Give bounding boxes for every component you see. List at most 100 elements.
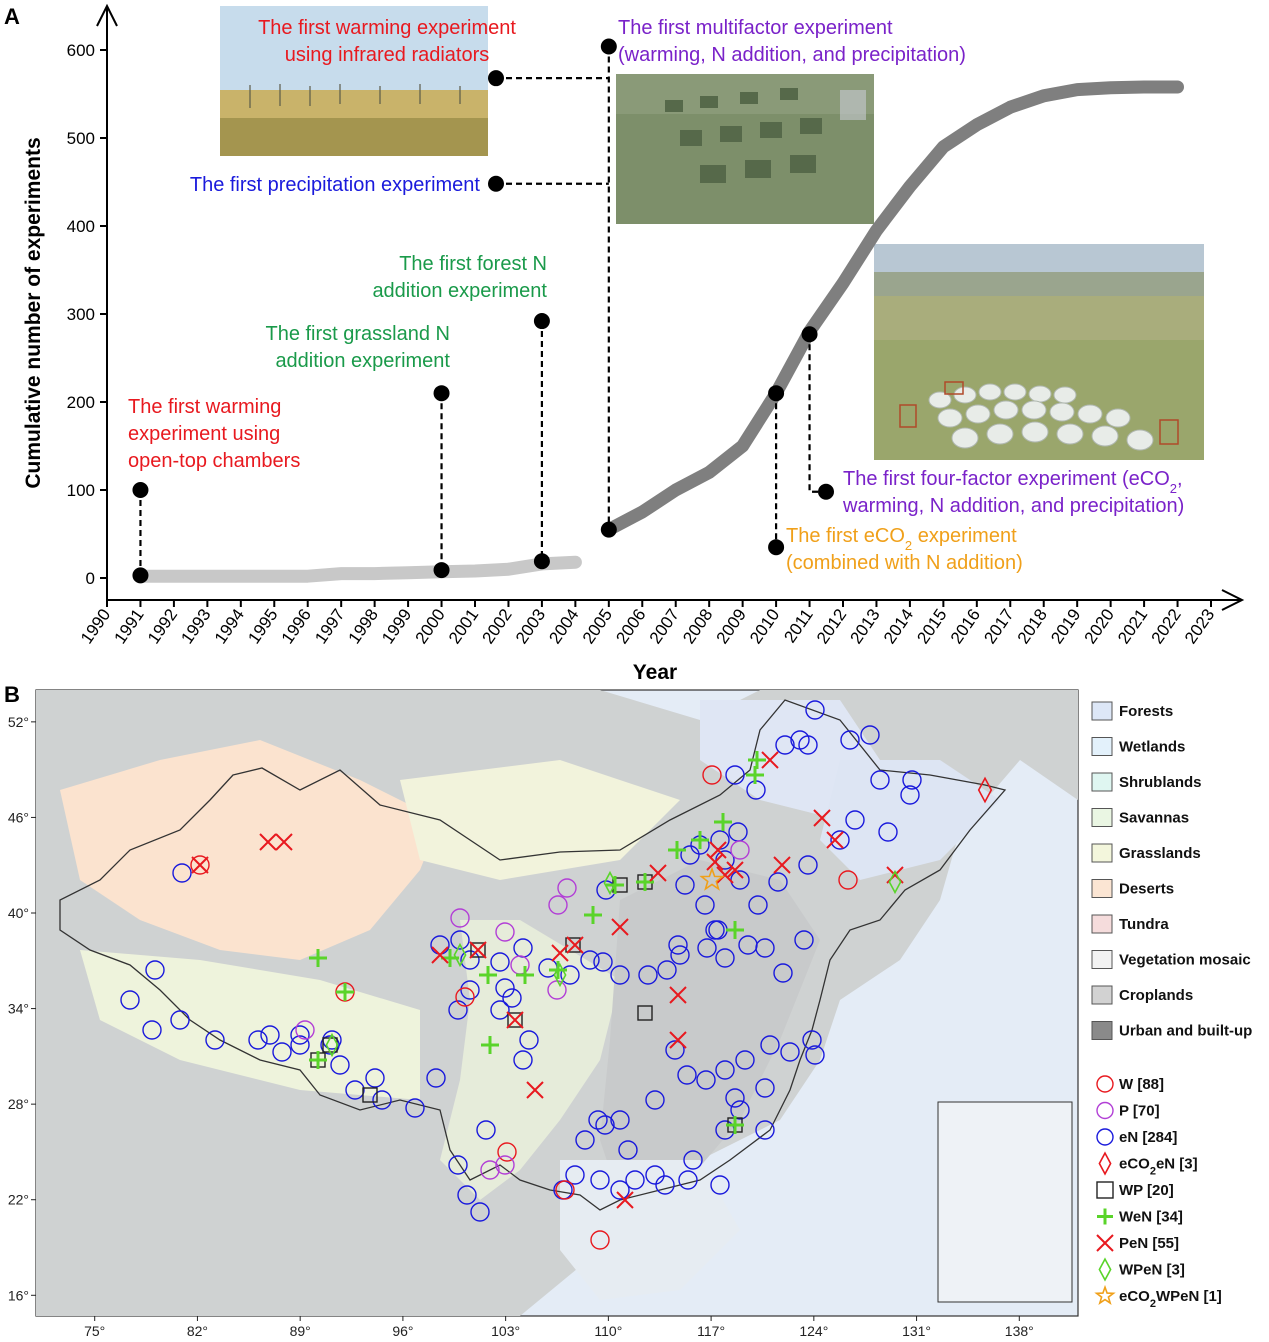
landcover-swatch [1091,808,1113,827]
experiment-legend-symbol [1096,1101,1114,1120]
panel-a-curves [134,80,1184,583]
site-en [870,770,890,790]
cumulative-series-line-2 [602,80,1184,537]
site-pen [813,809,831,827]
site-eco2wpen [699,866,725,891]
landcover-swatch [1091,772,1113,792]
site-en [645,1165,665,1185]
site-wp [362,1087,378,1103]
x-tick-label: 2019 [1047,605,1084,647]
infrared-label-line: The first warming experiment [258,17,516,39]
site-p [495,922,515,942]
multifactor-label-line: (warming, N addition, and precipitation) [618,44,966,66]
site-en [470,1202,490,1222]
x-tick-label: 2012 [813,605,850,647]
landcover-swatch [1091,701,1113,721]
site-en [457,1185,477,1205]
site-en [900,785,920,805]
site-en [625,1170,645,1190]
x-tick-label: 2011 [780,605,817,646]
cumulative-series-line-1 [134,555,582,583]
landcover-swatch [1091,879,1113,898]
y-tick-label: 200 [67,393,95,412]
china-outline [59,699,1007,1211]
x-tick-label: 1995 [244,605,281,647]
experiment-legend-label: WeN [34] [1119,1209,1183,1226]
lat-tick-label: 28° [8,1096,29,1112]
site-en [320,1035,340,1055]
experiment-legend-symbol [1096,1181,1114,1199]
site-p [450,908,470,928]
site-en [802,1030,822,1050]
site-en [696,1070,716,1090]
landcover-legend: Forests Wetlands Shrublands Savannas Grassla… [1091,701,1252,1040]
site-pen [566,936,584,954]
experiment-legend-label: PeN [55] [1119,1235,1179,1252]
landcover-label: Tundra [1119,916,1169,933]
x-tick-label: 1999 [378,605,415,647]
experiment-type-legend: W [88] P [70] eN [284] eCO2eN [3] WP [20] WeN… [1094,1075,1222,1310]
x-tick-label: 2002 [478,605,515,647]
site-en [675,875,695,895]
site-w [590,1230,610,1250]
experiment-legend-symbol [1096,1234,1114,1252]
panel-a-annotations: The first warming experiment using open-to… [128,17,1184,584]
site-en [683,1150,703,1170]
site-pen [191,856,209,874]
site-en [272,1042,292,1062]
forest-n-label-line: addition experiment [372,280,547,302]
site-en [519,1030,539,1050]
four-factor-label: The first four-factor experiment (eCO2,w… [842,468,1184,517]
site-en [502,988,522,1008]
site-pen [669,986,687,1004]
site-en [490,952,510,972]
landcover-label: Deserts [1119,881,1174,898]
lon-tick-label: 103° [491,1323,520,1339]
x-tick-label: 2007 [646,605,683,647]
site-en [680,845,700,865]
site-en [590,1170,610,1190]
site-wp [637,1005,653,1021]
y-tick-label: 300 [67,305,95,324]
site-en [768,872,788,892]
site-en [902,770,922,790]
x-tick-label: 1994 [211,605,248,647]
eco2-point [768,539,785,556]
otc-label-line: open-top chambers [128,450,300,472]
site-pen [469,941,487,959]
four-factor-connector [808,334,826,493]
landcover-swatch [1091,843,1113,863]
lon-tick-label: 124° [799,1323,828,1339]
otc-label-line: The first warming [128,396,281,418]
x-tick-label: 2018 [1014,605,1051,647]
site-p [480,1160,500,1180]
x-tick-label: 2006 [612,605,649,647]
site-en [476,1120,496,1140]
infrared-point [488,70,504,87]
map-ticks: 75° 82° 89° 96° 103° 110° 117° 124° 131° 138° 52° 4… [8,714,1034,1339]
grassland-n-base-point [433,562,450,579]
site-en [142,1020,162,1040]
site-en [755,1120,775,1140]
site-en [610,965,630,985]
precipitation-point [488,175,504,192]
site-en [697,938,717,958]
landcover-swatch [1091,914,1113,934]
site-wpen [453,942,467,968]
x-tick-label: 2016 [947,605,984,647]
site-p [548,895,568,915]
site-wpen [325,1032,339,1058]
landcover-label: Forests [1119,703,1173,720]
site-en [715,948,735,968]
four-factor-point [818,483,834,500]
panel-a-timeline-chart: A [4,3,1245,684]
y-axis-arrow [96,3,118,27]
site-en [588,1110,608,1130]
y-tick-label: 100 [67,481,95,500]
x-tick-label: 1998 [345,605,382,647]
x-tick-label: 1991 [110,605,147,647]
site-en [426,1068,446,1088]
site-pen [431,946,449,964]
lon-tick-label: 138° [1005,1323,1034,1339]
landcover-swatch [1091,1021,1113,1040]
